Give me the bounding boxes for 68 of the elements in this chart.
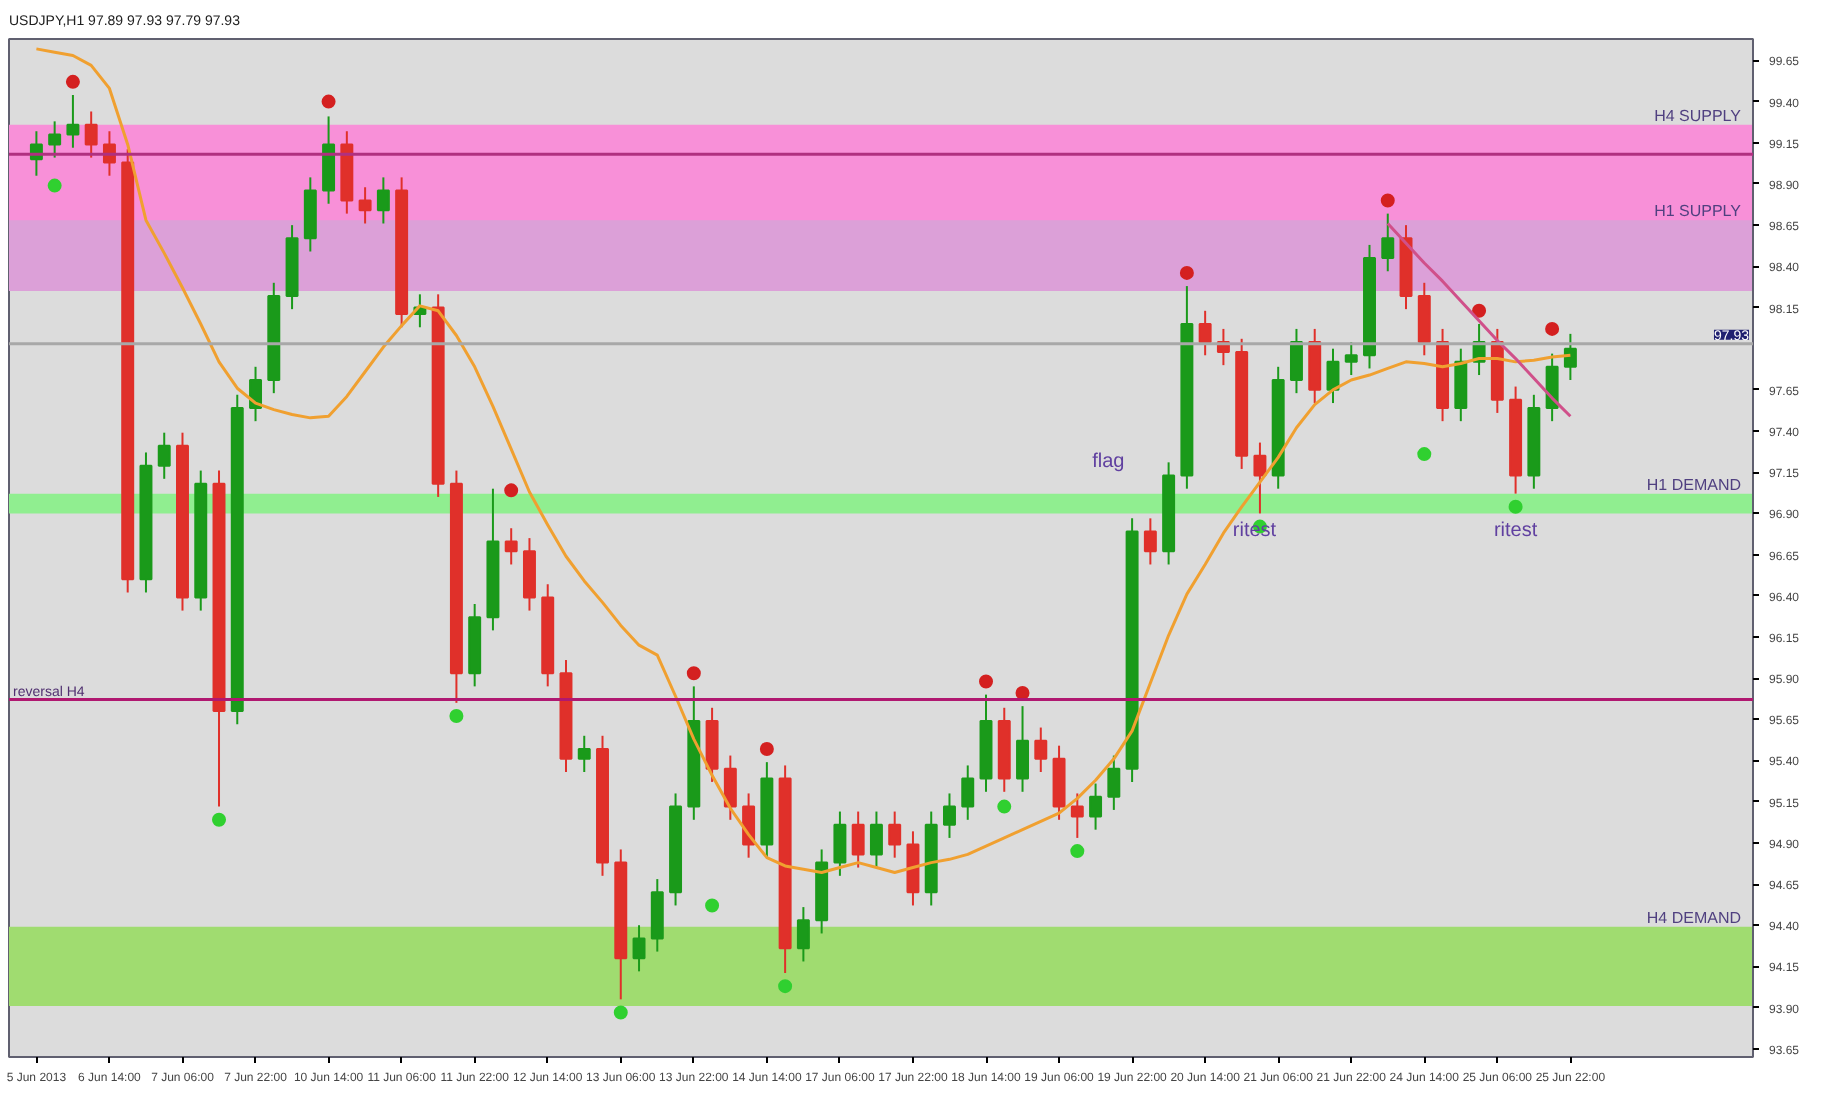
point [686,666,701,681]
candlestick [1417,281,1431,357]
candlestick [1253,441,1267,515]
point [778,979,793,994]
candlestick [851,810,865,869]
point [1545,321,1560,336]
point [1179,265,1194,280]
candlestick [577,734,591,774]
candlestick [376,176,390,225]
candlestick [1198,309,1212,357]
candlestick [1454,347,1468,423]
point [1417,447,1432,462]
candlestick [1344,341,1358,377]
candlestick [157,431,171,480]
candlestick [1381,212,1395,273]
candlestick [1289,327,1303,395]
candlestick [1070,792,1084,839]
candlestick [66,94,80,149]
candlestick [1016,705,1030,793]
candlestick [1143,517,1157,566]
candlestick [961,764,975,821]
candlestick [84,110,98,159]
candlestick [358,186,372,225]
candlestick [650,878,664,953]
point [47,178,62,193]
point [1380,193,1395,208]
candlestick [888,810,902,859]
point [1472,303,1487,318]
candlestick [1089,782,1103,831]
annotation: ritest [1493,520,1538,542]
candlestick [1308,327,1322,405]
point [1508,499,1523,514]
point [613,1005,628,1020]
band-label: H1 DEMAND [1646,475,1742,494]
point [1015,685,1030,700]
point [449,709,464,724]
point [65,74,80,89]
point [1070,844,1085,859]
candlestick [522,537,536,612]
band-label: H4 SUPPLY [1654,106,1743,125]
point [979,674,994,689]
band-label: H1 SUPPLY [1654,202,1743,221]
candlestick [303,176,317,253]
candlestick [943,792,956,839]
candlestick [1563,332,1577,381]
point [321,94,336,109]
line-series [1386,221,1572,418]
band-label: H4 DEMAND [1646,908,1742,927]
candlestick [705,706,719,783]
candlestick [632,924,646,973]
candlestick [833,810,847,877]
point [997,799,1012,814]
annotation: flag [1092,450,1125,473]
candlestick [723,754,737,821]
candlestick [906,830,920,907]
candlestick [48,120,62,159]
point [759,741,774,756]
point [504,483,519,498]
candlestick [869,810,883,869]
point [705,898,720,913]
candlestick [1107,754,1121,811]
candlestick [796,906,810,963]
point [212,812,227,827]
candlestick [1052,744,1066,821]
candlestick [504,527,518,566]
candlestick [1034,726,1048,774]
candlestick [322,115,336,205]
annotation: ritest [1232,520,1277,542]
